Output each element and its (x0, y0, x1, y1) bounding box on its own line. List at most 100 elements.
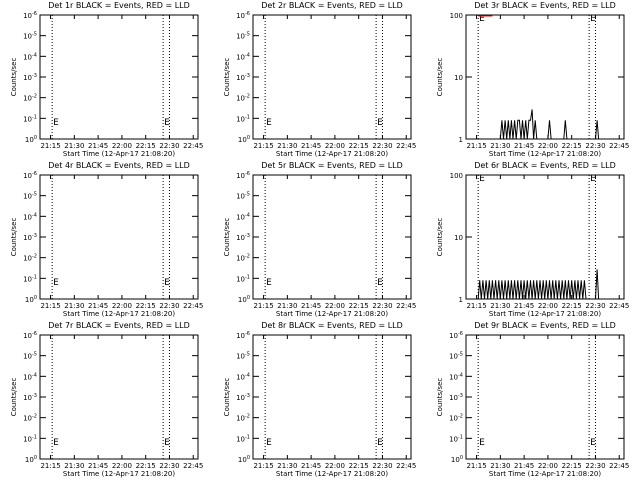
panel-9: Det 9r BLACK = Events, RED = LLD 21:15 21:… (436, 321, 629, 478)
y-tick-label: 10-4 (23, 212, 37, 221)
x-tick-label: 22:15 (136, 302, 156, 310)
y-tick-label: 100 (238, 455, 250, 464)
events-series (499, 109, 600, 140)
y-tick-label: 10-6 (236, 171, 250, 180)
event-marker: E (590, 14, 596, 24)
panel-title: Det 9r BLACK = Events, RED = LLD (474, 321, 616, 330)
event-marker: E (377, 438, 383, 448)
x-tick-label: 22:15 (349, 142, 369, 150)
panel-title: Det 7r BLACK = Events, RED = LLD (48, 321, 190, 330)
x-tick-label: 21:15 (466, 462, 486, 470)
y-tick-label: 10-4 (236, 52, 250, 61)
y-tick-label: 10-4 (23, 372, 37, 381)
panel-title: Det 5r BLACK = Events, RED = LLD (261, 161, 403, 170)
x-tick-label: 21:45 (88, 142, 108, 150)
panel-title: Det 4r BLACK = Events, RED = LLD (48, 161, 190, 170)
x-tick-label: 22:00 (112, 142, 132, 150)
x-tick-label: 21:45 (88, 302, 108, 310)
x-tick-label: 22:30 (159, 462, 179, 470)
x-tick-label: 21:30 (64, 142, 84, 150)
event-marker: E (164, 278, 170, 288)
x-tick-label: 22:15 (136, 462, 156, 470)
y-axis-label: Counts/sec (436, 378, 444, 417)
y-tick-label: 10-3 (236, 73, 250, 82)
x-tick-label: 21:15 (40, 302, 60, 310)
event-marker: E (53, 118, 59, 128)
x-axis-label: Start Time (12-Apr-17 21:08:20) (276, 470, 388, 478)
y-tick-label: 100 (25, 455, 37, 464)
event-marker: E (53, 438, 59, 448)
event-marker: E (164, 438, 170, 448)
panel-8: Det 8r BLACK = Events, RED = LLD 21:15 21:… (223, 321, 416, 478)
x-tick-label: 21:30 (64, 462, 84, 470)
panel-6: Det 6r BLACK = Events, RED = LLD 21:15 21:… (436, 161, 629, 318)
panel-7: Det 7r BLACK = Events, RED = LLD 21:15 21:… (10, 321, 203, 478)
y-tick-label: 100 (238, 295, 250, 304)
x-tick-label: 22:45 (396, 302, 416, 310)
event-marker: E (377, 118, 383, 128)
event-marker: E (266, 278, 272, 288)
panel-4: Det 4r BLACK = Events, RED = LLD 21:15 21:… (10, 161, 203, 318)
x-axis-label: Start Time (12-Apr-17 21:08:20) (276, 150, 388, 158)
x-axis-label: Start Time (12-Apr-17 21:08:20) (63, 470, 175, 478)
y-tick-label: 100 (450, 172, 463, 180)
x-tick-label: 22:45 (609, 302, 629, 310)
y-tick-label: 10-5 (449, 352, 463, 361)
x-tick-label: 22:00 (538, 302, 558, 310)
event-marker: E (164, 118, 170, 128)
y-tick-label: 10-5 (23, 192, 37, 201)
x-axis-label: Start Time (12-Apr-17 21:08:20) (489, 470, 601, 478)
y-tick-label: 10-5 (236, 32, 250, 41)
x-tick-label: 21:30 (490, 462, 510, 470)
panel-title: Det 3r BLACK = Events, RED = LLD (474, 1, 616, 10)
y-tick-label: 10-4 (23, 52, 37, 61)
y-tick-label: 10-5 (23, 32, 37, 41)
x-tick-label: 21:30 (277, 142, 297, 150)
y-tick-label: 10-2 (236, 414, 250, 423)
x-tick-label: 21:15 (40, 142, 60, 150)
y-tick-label: 10-1 (23, 274, 37, 283)
x-tick-label: 21:15 (253, 302, 273, 310)
y-tick-label: 10-2 (23, 94, 37, 103)
y-tick-label: 10-5 (236, 192, 250, 201)
x-tick-label: 21:30 (490, 302, 510, 310)
y-tick-label: 10-3 (236, 233, 250, 242)
x-tick-label: 22:30 (585, 462, 605, 470)
y-tick-label: 10-2 (23, 414, 37, 423)
x-tick-label: 22:45 (609, 142, 629, 150)
event-marker: E (53, 278, 59, 288)
x-tick-label: 21:45 (301, 142, 321, 150)
y-tick-label: 10 (454, 74, 463, 82)
x-tick-label: 22:00 (538, 142, 558, 150)
y-axis-label: Counts/sec (10, 218, 18, 257)
y-axis-label: Counts/sec (223, 58, 231, 97)
x-tick-label: 22:30 (372, 142, 392, 150)
x-tick-label: 21:45 (301, 302, 321, 310)
panel-title: Det 8r BLACK = Events, RED = LLD (261, 321, 403, 330)
y-tick-label: 10-1 (23, 114, 37, 123)
x-axis-label: Start Time (12-Apr-17 21:08:20) (489, 310, 601, 318)
x-tick-label: 22:00 (112, 302, 132, 310)
x-tick-label: 21:30 (490, 142, 510, 150)
y-tick-label: 10-1 (236, 114, 250, 123)
x-tick-label: 22:15 (562, 462, 582, 470)
y-tick-label: 100 (25, 295, 37, 304)
x-tick-label: 22:15 (349, 302, 369, 310)
y-axis-label: Counts/sec (10, 378, 18, 417)
x-tick-label: 22:45 (609, 462, 629, 470)
x-axis-label: Start Time (12-Apr-17 21:08:20) (63, 310, 175, 318)
y-tick-label: 10-6 (236, 11, 250, 20)
y-tick-label: 10-6 (23, 171, 37, 180)
y-axis-label: Counts/sec (10, 58, 18, 97)
y-tick-label: 10-1 (236, 434, 250, 443)
panel-title: Det 2r BLACK = Events, RED = LLD (261, 1, 403, 10)
y-tick-label: 10-5 (23, 352, 37, 361)
y-axis-label: Counts/sec (436, 218, 444, 257)
x-tick-label: 22:00 (325, 462, 345, 470)
y-tick-label: 10-3 (23, 233, 37, 242)
x-tick-label: 22:00 (112, 462, 132, 470)
x-axis-label: Start Time (12-Apr-17 21:08:20) (63, 150, 175, 158)
y-tick-label: 10-3 (23, 393, 37, 402)
